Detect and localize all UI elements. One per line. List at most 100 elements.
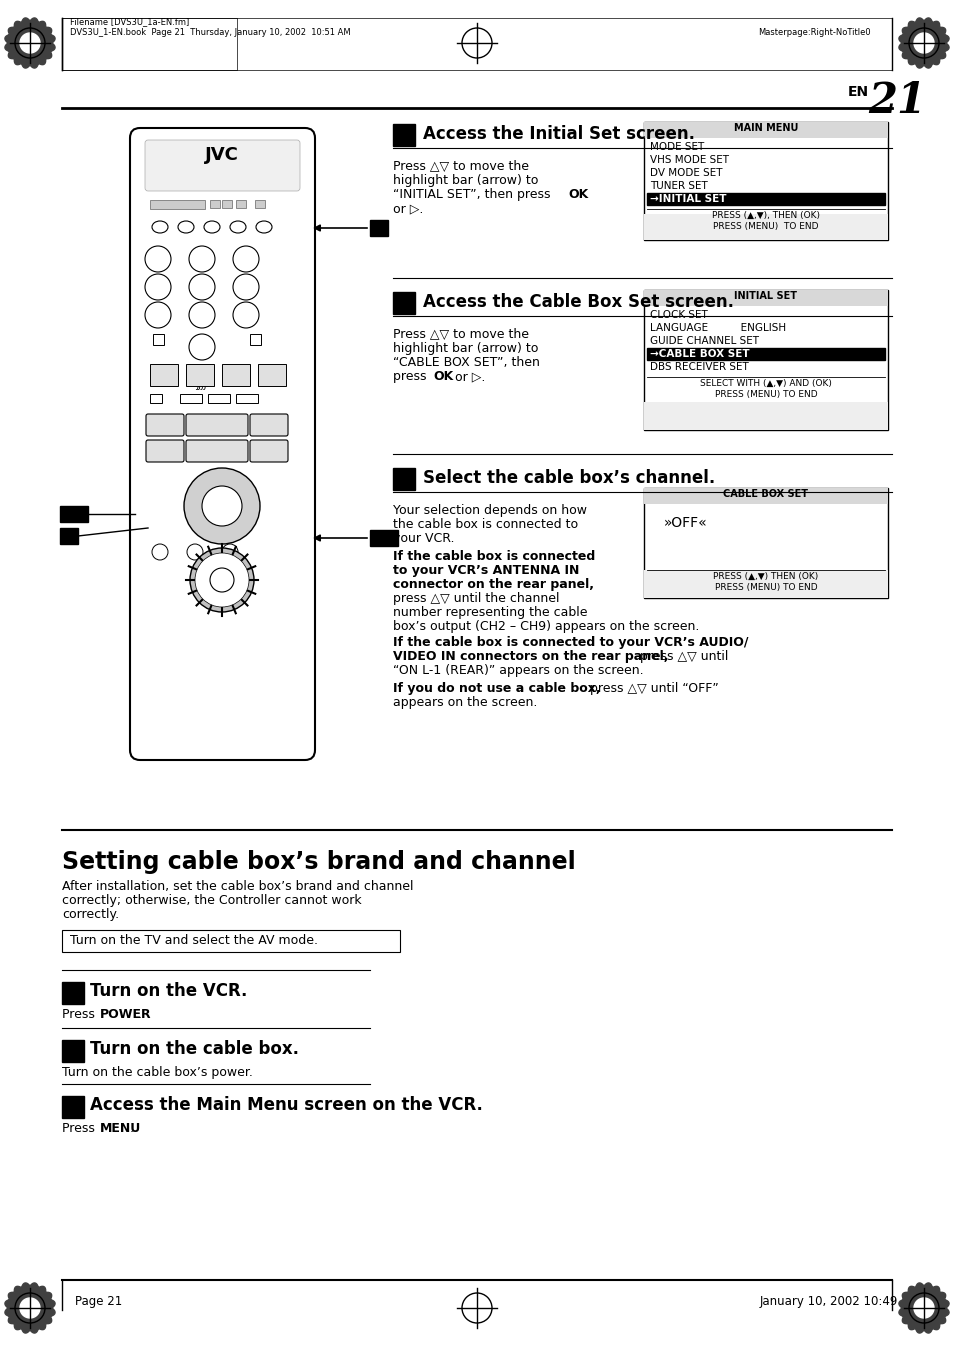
Text: »OFF«: »OFF«: [663, 516, 707, 530]
Text: “INITIAL SET”, then press: “INITIAL SET”, then press: [393, 188, 554, 201]
Bar: [370, 530, 397, 546]
FancyBboxPatch shape: [146, 440, 184, 462]
Circle shape: [190, 549, 253, 612]
Text: to your VCR’s ANTENNA IN: to your VCR’s ANTENNA IN: [393, 563, 578, 577]
Text: Setting cable box’s brand and channel: Setting cable box’s brand and channel: [62, 850, 576, 874]
Text: 3: 3: [242, 253, 250, 263]
FancyBboxPatch shape: [186, 440, 248, 462]
Text: CABLE BOX SET: CABLE BOX SET: [722, 489, 807, 499]
Text: jjjj: jjjj: [196, 380, 208, 390]
Bar: [250, 334, 261, 345]
Text: After installation, set the cable box’s brand and channel: After installation, set the cable box’s …: [62, 880, 413, 893]
Text: Select the cable box’s channel.: Select the cable box’s channel.: [422, 469, 715, 486]
Text: +: +: [265, 367, 273, 377]
Text: DVS3U_1-EN.book  Page 21  Thursday, January 10, 2002  10:51 AM: DVS3U_1-EN.book Page 21 Thursday, Januar…: [70, 28, 351, 36]
Text: 4: 4: [154, 281, 161, 290]
Text: MAIN MENU: MAIN MENU: [733, 123, 798, 132]
Bar: [62, 929, 399, 952]
Text: PRESS (MENU)  TO END: PRESS (MENU) TO END: [713, 222, 818, 231]
Text: +: +: [157, 367, 165, 377]
Text: Press △▽ to move the: Press △▽ to move the: [393, 328, 529, 340]
FancyBboxPatch shape: [145, 141, 299, 190]
Bar: [235, 394, 257, 403]
Text: 1: 1: [371, 222, 379, 234]
Circle shape: [184, 467, 260, 544]
Text: your VCR.: your VCR.: [393, 532, 454, 544]
Text: 1: 1: [63, 982, 73, 997]
Text: Turn on the cable box’s power.: Turn on the cable box’s power.: [62, 1066, 253, 1079]
Text: 5: 5: [198, 281, 205, 290]
Bar: [257, 363, 286, 386]
Circle shape: [233, 303, 258, 328]
Text: TUNER SET: TUNER SET: [649, 181, 707, 190]
Bar: [643, 403, 887, 430]
Text: PRESS (MENU) TO END: PRESS (MENU) TO END: [714, 390, 817, 399]
Text: Access the Initial Set screen.: Access the Initial Set screen.: [422, 126, 695, 143]
Bar: [180, 394, 202, 403]
Text: −: −: [229, 377, 237, 386]
Text: Filename [DVS3U_1a-EN.fm]: Filename [DVS3U_1a-EN.fm]: [70, 18, 189, 26]
Circle shape: [913, 1298, 933, 1319]
Text: 9: 9: [242, 309, 250, 319]
FancyBboxPatch shape: [250, 440, 288, 462]
Bar: [222, 363, 250, 386]
Text: MENU: MENU: [100, 1121, 141, 1135]
Text: 3: 3: [63, 1096, 73, 1111]
Text: +: +: [229, 367, 236, 377]
Text: the cable box is connected to: the cable box is connected to: [393, 517, 578, 531]
Bar: [646, 193, 884, 205]
Bar: [62, 1096, 84, 1119]
Bar: [62, 18, 236, 70]
Circle shape: [233, 274, 258, 300]
Text: highlight bar (arrow) to: highlight bar (arrow) to: [393, 174, 537, 186]
Text: number representing the cable: number representing the cable: [393, 607, 587, 619]
Text: January 10, 2002 10:49 am: January 10, 2002 10:49 am: [760, 1296, 920, 1308]
Bar: [210, 200, 220, 208]
Text: −: −: [265, 377, 273, 386]
Circle shape: [145, 274, 171, 300]
Bar: [62, 982, 84, 1004]
Text: Access the Cable Box Set screen.: Access the Cable Box Set screen.: [422, 293, 733, 311]
Text: −: −: [157, 377, 165, 386]
Bar: [235, 200, 246, 208]
Bar: [62, 1040, 84, 1062]
Text: CLOCK SET: CLOCK SET: [649, 309, 707, 320]
Bar: [152, 334, 164, 345]
Bar: [643, 290, 887, 305]
Bar: [150, 394, 162, 403]
FancyBboxPatch shape: [146, 413, 184, 436]
Ellipse shape: [230, 222, 246, 232]
Circle shape: [913, 32, 933, 53]
Text: Press: Press: [62, 1121, 99, 1135]
Circle shape: [233, 246, 258, 272]
Bar: [643, 488, 887, 504]
Circle shape: [145, 303, 171, 328]
Text: PRESS (▲,▼), THEN (OK): PRESS (▲,▼), THEN (OK): [711, 211, 820, 220]
Ellipse shape: [255, 222, 272, 232]
Text: GUIDE CHANNEL SET: GUIDE CHANNEL SET: [649, 336, 759, 346]
Text: If you do not use a cable box,: If you do not use a cable box,: [393, 682, 600, 694]
Circle shape: [194, 553, 249, 607]
Text: Masterpage:Right-NoTitle0: Masterpage:Right-NoTitle0: [758, 28, 870, 36]
Text: 7: 7: [154, 309, 161, 319]
Text: POWER: POWER: [100, 1008, 152, 1021]
Circle shape: [145, 246, 171, 272]
Text: ◁: ◁: [186, 503, 193, 513]
Bar: [60, 507, 88, 521]
Bar: [222, 200, 232, 208]
Bar: [643, 488, 887, 598]
Text: If the cable box is connected to your VCR’s AUDIO/: If the cable box is connected to your VC…: [393, 636, 748, 648]
Text: 4–6: 4–6: [62, 507, 83, 517]
Text: LANGUAGE          ENGLISH: LANGUAGE ENGLISH: [649, 323, 785, 332]
Text: =: =: [213, 503, 222, 513]
FancyBboxPatch shape: [130, 128, 314, 761]
Text: 2: 2: [198, 253, 205, 263]
Polygon shape: [5, 18, 55, 68]
Bar: [643, 213, 887, 240]
Bar: [208, 394, 230, 403]
Polygon shape: [898, 18, 948, 68]
Text: Access the Main Menu screen on the VCR.: Access the Main Menu screen on the VCR.: [90, 1096, 482, 1115]
Text: appears on the screen.: appears on the screen.: [393, 696, 537, 709]
Text: OK: OK: [567, 188, 588, 201]
Text: SELECT WITH (▲,▼) AND (OK): SELECT WITH (▲,▼) AND (OK): [700, 380, 831, 388]
